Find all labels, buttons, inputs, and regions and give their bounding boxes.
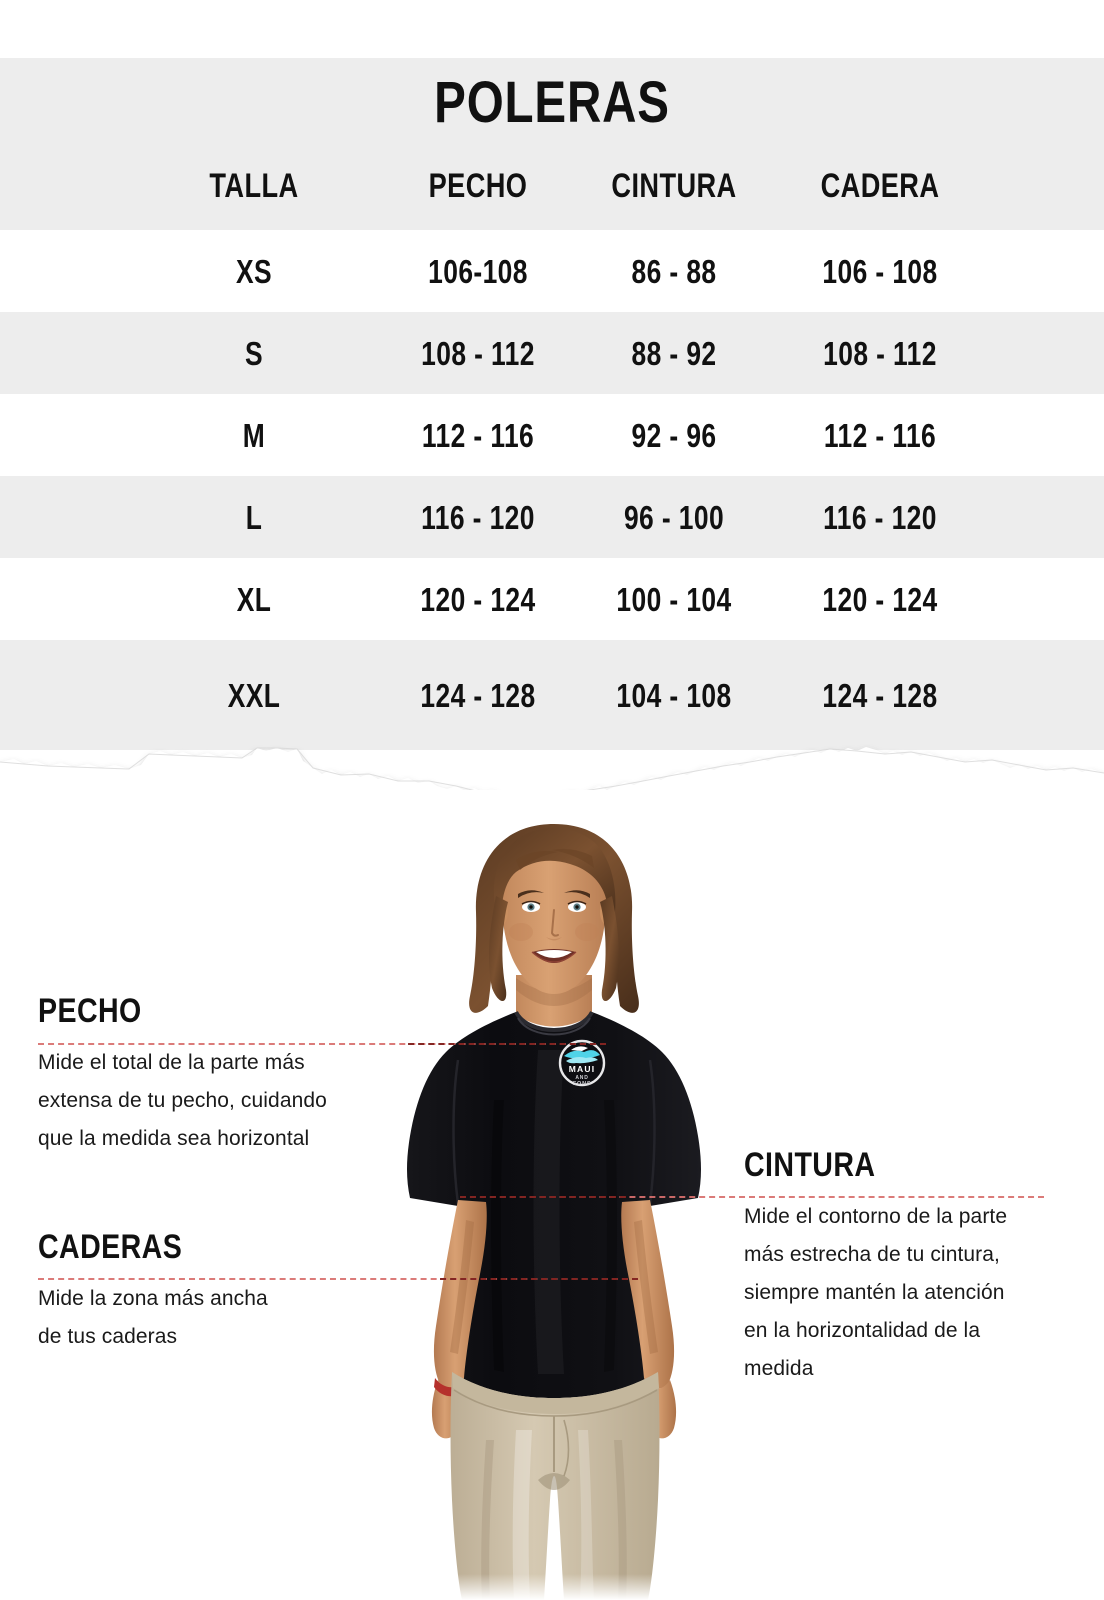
- page-title: POLERAS: [434, 70, 670, 135]
- cell-cadera: 124 - 128: [822, 676, 938, 714]
- table-row: L 116 - 120 96 - 100 116 - 120: [0, 476, 1104, 558]
- cell-pecho: 120 - 124: [420, 580, 536, 618]
- cell-cadera: 116 - 120: [823, 498, 937, 536]
- svg-text:MAUI: MAUI: [569, 1064, 596, 1074]
- callout-cintura: CINTURA Mide el contorno de la parte más…: [744, 1146, 1044, 1388]
- column-header-talla: TALLA: [209, 167, 299, 205]
- callout-caderas-body: Mide la zona más ancha de tus caderas: [38, 1287, 268, 1348]
- cell-cadera: 112 - 116: [823, 416, 937, 454]
- svg-text:AND: AND: [575, 1075, 588, 1081]
- callout-cintura-title: CINTURA: [744, 1146, 876, 1184]
- cell-cadera: 108 - 112: [823, 334, 937, 372]
- table-row: XXL 124 - 128 104 - 108 124 - 128: [0, 640, 1104, 750]
- table-row: XS 106-108 86 - 88 106 - 108: [0, 230, 1104, 312]
- table-column-headers: TALLA PECHO CINTURA CADERA: [0, 168, 1104, 204]
- model-photo: MAUI AND SONS: [407, 824, 701, 1600]
- measure-line-caderas: [38, 1278, 638, 1280]
- cell-cadera: 120 - 124: [822, 580, 938, 618]
- cell-cintura: 104 - 108: [616, 676, 732, 714]
- measure-line-caderas-over-shirt: [440, 1278, 638, 1280]
- cell-pecho: 108 - 112: [421, 334, 535, 372]
- column-header-cadera: CADERA: [820, 167, 940, 205]
- table-header-band: [0, 58, 1104, 230]
- measure-line-pecho-over-shirt: [408, 1043, 606, 1045]
- cell-pecho: 112 - 116: [421, 416, 535, 454]
- svg-text:SONS: SONS: [573, 1081, 592, 1087]
- cell-cintura: 92 - 96: [631, 416, 717, 454]
- cell-talla: S: [244, 334, 263, 372]
- cell-pecho: 124 - 128: [420, 676, 536, 714]
- size-chart-panel: POLERAS TALLA PECHO CINTURA CADERA XS 10…: [0, 0, 1104, 770]
- cell-talla: M: [242, 416, 266, 454]
- table-row: S 108 - 112 88 - 92 108 - 112: [0, 312, 1104, 394]
- cell-cintura: 86 - 88: [631, 252, 717, 290]
- callout-pecho: PECHO Mide el total de la parte más exte…: [38, 992, 368, 1158]
- cell-pecho: 106-108: [428, 252, 528, 290]
- table-row: M 112 - 116 92 - 96 112 - 116: [0, 394, 1104, 476]
- callout-caderas-title: CADERAS: [38, 1228, 183, 1266]
- measure-line-cintura: [460, 1196, 1044, 1198]
- column-header-pecho: PECHO: [428, 167, 528, 205]
- callout-cintura-body: Mide el contorno de la parte más estrech…: [744, 1205, 1008, 1380]
- column-header-cintura: CINTURA: [611, 167, 737, 205]
- cell-pecho: 116 - 120: [421, 498, 535, 536]
- cell-cintura: 100 - 104: [616, 580, 732, 618]
- cell-talla: XXL: [227, 676, 281, 714]
- cell-cintura: 88 - 92: [631, 334, 717, 372]
- cell-cadera: 106 - 108: [822, 252, 938, 290]
- maui-and-sons-logo-icon: MAUI AND SONS: [558, 1039, 606, 1087]
- callout-pecho-body: Mide el total de la parte más extensa de…: [38, 1051, 327, 1150]
- cell-talla: XS: [235, 252, 273, 290]
- table-row: XL 120 - 124 100 - 104 120 - 124: [0, 558, 1104, 640]
- measure-line-cintura-over-shirt: [460, 1196, 626, 1198]
- callout-pecho-title: PECHO: [38, 992, 142, 1030]
- model-photo-panel: MAUI AND SONS: [0, 790, 1104, 1600]
- measure-line-pecho: [38, 1043, 606, 1045]
- cell-talla: L: [245, 498, 263, 536]
- bottom-fade: [0, 1574, 1104, 1600]
- cell-cintura: 96 - 100: [623, 498, 725, 536]
- callout-caderas: CADERAS Mide la zona más ancha de tus ca…: [38, 1228, 338, 1356]
- cell-talla: XL: [236, 580, 272, 618]
